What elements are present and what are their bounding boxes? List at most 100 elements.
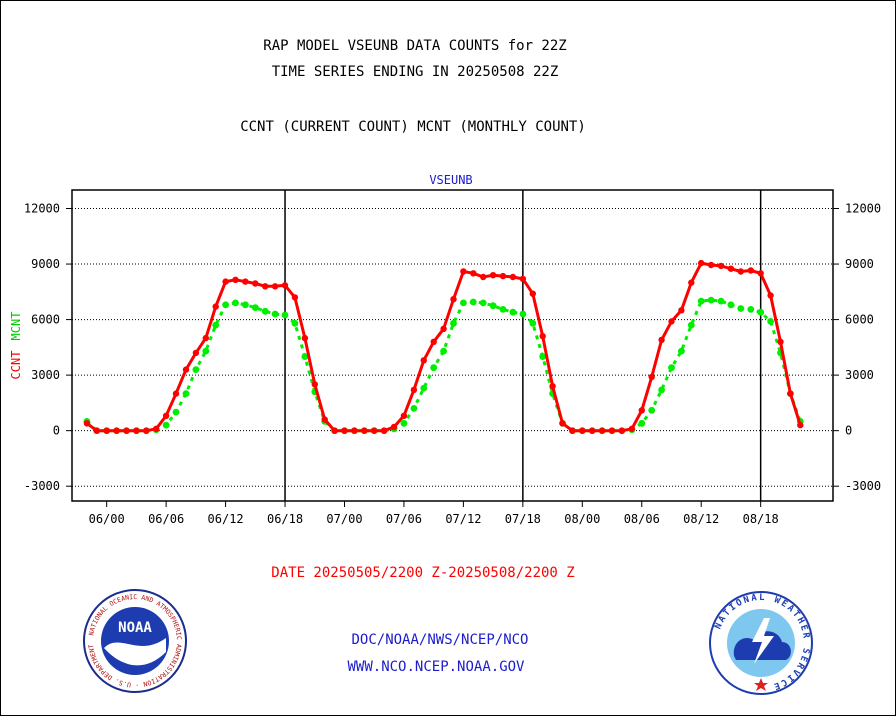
x-tick-label: 07/12 (445, 512, 481, 526)
data-point-ccnt (589, 427, 596, 434)
data-point-ccnt (172, 390, 180, 397)
data-point-ccnt (450, 296, 457, 303)
data-point-mcnt (460, 299, 467, 307)
data-point-ccnt (480, 273, 487, 281)
grid-layer (72, 190, 833, 501)
plot-title: VSEUNB (429, 173, 472, 187)
data-point-mcnt (727, 301, 735, 309)
data-point-ccnt (777, 338, 784, 345)
data-point-ccnt (717, 262, 725, 270)
data-point-mcnt (529, 319, 537, 327)
chart-title-line2: TIME SERIES ENDING IN 20250508 22Z (271, 64, 559, 80)
data-point-ccnt (430, 338, 437, 345)
series-line-mcnt (85, 298, 802, 433)
data-point-mcnt (222, 301, 230, 309)
data-point-ccnt (509, 273, 517, 281)
website-link[interactable]: WWW.NCO.NCEP.NOAA.GOV (347, 659, 525, 675)
y-tick-label-right: 3000 (845, 368, 874, 382)
data-point-ccnt (242, 278, 249, 285)
noaa-logo-icon: NATIONAL OCEANIC AND ATMOSPHERIC ADMINIS… (82, 588, 187, 693)
data-point-mcnt (202, 347, 210, 355)
data-point-mcnt (697, 297, 705, 305)
data-point-ccnt (579, 427, 586, 434)
y-tick-label-left: 12000 (24, 202, 60, 216)
data-point-mcnt (509, 308, 517, 316)
data-point-ccnt (212, 303, 219, 310)
axis-layer: -3000 -3000 0 0 3000 3000 6000 6000 9000 9000 1200… (24, 202, 881, 526)
y-label-mcnt: MCNT (9, 312, 23, 341)
x-tick-label: 06/06 (148, 512, 184, 526)
data-point-ccnt (737, 268, 744, 275)
y-axis-label-left: CCNT MCNT (9, 312, 23, 380)
y-tick-label-left: 9000 (31, 257, 60, 271)
chart-title-line1: RAP MODEL VSEUNB DATA COUNTS for 22Z (263, 38, 567, 54)
data-point-ccnt (767, 292, 774, 299)
data-point-ccnt (222, 278, 229, 285)
data-point-ccnt (371, 427, 378, 434)
data-point-ccnt (133, 427, 140, 434)
data-point-mcnt (717, 297, 725, 305)
y-tick-label-right: -3000 (845, 479, 881, 493)
data-point-ccnt (638, 407, 645, 414)
x-tick-label: 07/06 (386, 512, 422, 526)
data-point-mcnt (450, 319, 457, 327)
y-tick-label-left: 3000 (31, 368, 60, 382)
y-tick-label-left: -3000 (24, 479, 60, 493)
data-point-ccnt (252, 280, 259, 287)
data-point-mcnt (489, 302, 497, 310)
data-point-mcnt (271, 310, 279, 318)
y-tick-label-right: 9000 (845, 257, 874, 271)
data-point-ccnt (162, 412, 170, 419)
data-point-mcnt (539, 353, 547, 360)
data-point-mcnt (301, 353, 309, 360)
data-point-ccnt (93, 427, 101, 434)
data-point-mcnt (281, 311, 289, 319)
data-point-ccnt (301, 334, 309, 342)
data-point-ccnt (281, 282, 289, 289)
data-point-mcnt (519, 310, 527, 318)
data-point-mcnt (687, 321, 695, 329)
data-point-ccnt (331, 427, 338, 434)
data-point-ccnt (658, 336, 665, 344)
x-tick-label: 08/12 (683, 512, 719, 526)
data-point-mcnt (678, 347, 685, 355)
data-point-mcnt (162, 421, 170, 429)
data-point-ccnt (648, 373, 655, 381)
data-point-ccnt (529, 290, 536, 297)
data-point-ccnt (361, 427, 368, 434)
y-tick-label-right: 6000 (845, 313, 874, 327)
data-point-ccnt (262, 283, 269, 290)
data-point-ccnt (797, 421, 804, 429)
data-point-ccnt (628, 425, 636, 432)
data-point-ccnt (678, 307, 685, 314)
data-point-mcnt (192, 366, 200, 373)
data-point-ccnt (83, 420, 91, 427)
x-tick-label: 08/18 (743, 512, 779, 526)
date-range: DATE 20250505/2200 Z-20250508/2200 Z (271, 565, 575, 581)
data-point-mcnt (172, 408, 180, 416)
data-point-ccnt (747, 267, 754, 274)
data-point-ccnt (688, 279, 695, 286)
time-series-chart: VSEUNB -3000 -3000 0 0 3000 3000 6000 6000 9000 9… (9, 173, 881, 526)
nws-logo-icon: NATIONAL WEATHER SERVICE (709, 591, 813, 695)
data-point-mcnt (410, 405, 418, 412)
y-tick-label-left: 0 (53, 424, 60, 438)
x-tick-label: 08/06 (624, 512, 660, 526)
data-point-mcnt (232, 299, 239, 307)
data-point-ccnt (707, 261, 715, 269)
data-point-mcnt (291, 319, 299, 327)
data-point-ccnt (569, 427, 576, 434)
data-point-ccnt (460, 268, 467, 275)
data-point-mcnt (212, 321, 220, 329)
x-tick-label: 06/00 (89, 512, 125, 526)
data-point-ccnt (202, 334, 209, 342)
data-point-mcnt (499, 306, 507, 313)
data-point-mcnt (757, 308, 765, 316)
data-point-mcnt (242, 301, 249, 309)
series-mcnt (83, 296, 804, 435)
data-point-ccnt (410, 386, 418, 394)
y-tick-label-right: 0 (845, 424, 852, 438)
data-point-mcnt (747, 306, 755, 313)
data-point-ccnt (559, 420, 566, 427)
data-point-ccnt (103, 427, 110, 434)
